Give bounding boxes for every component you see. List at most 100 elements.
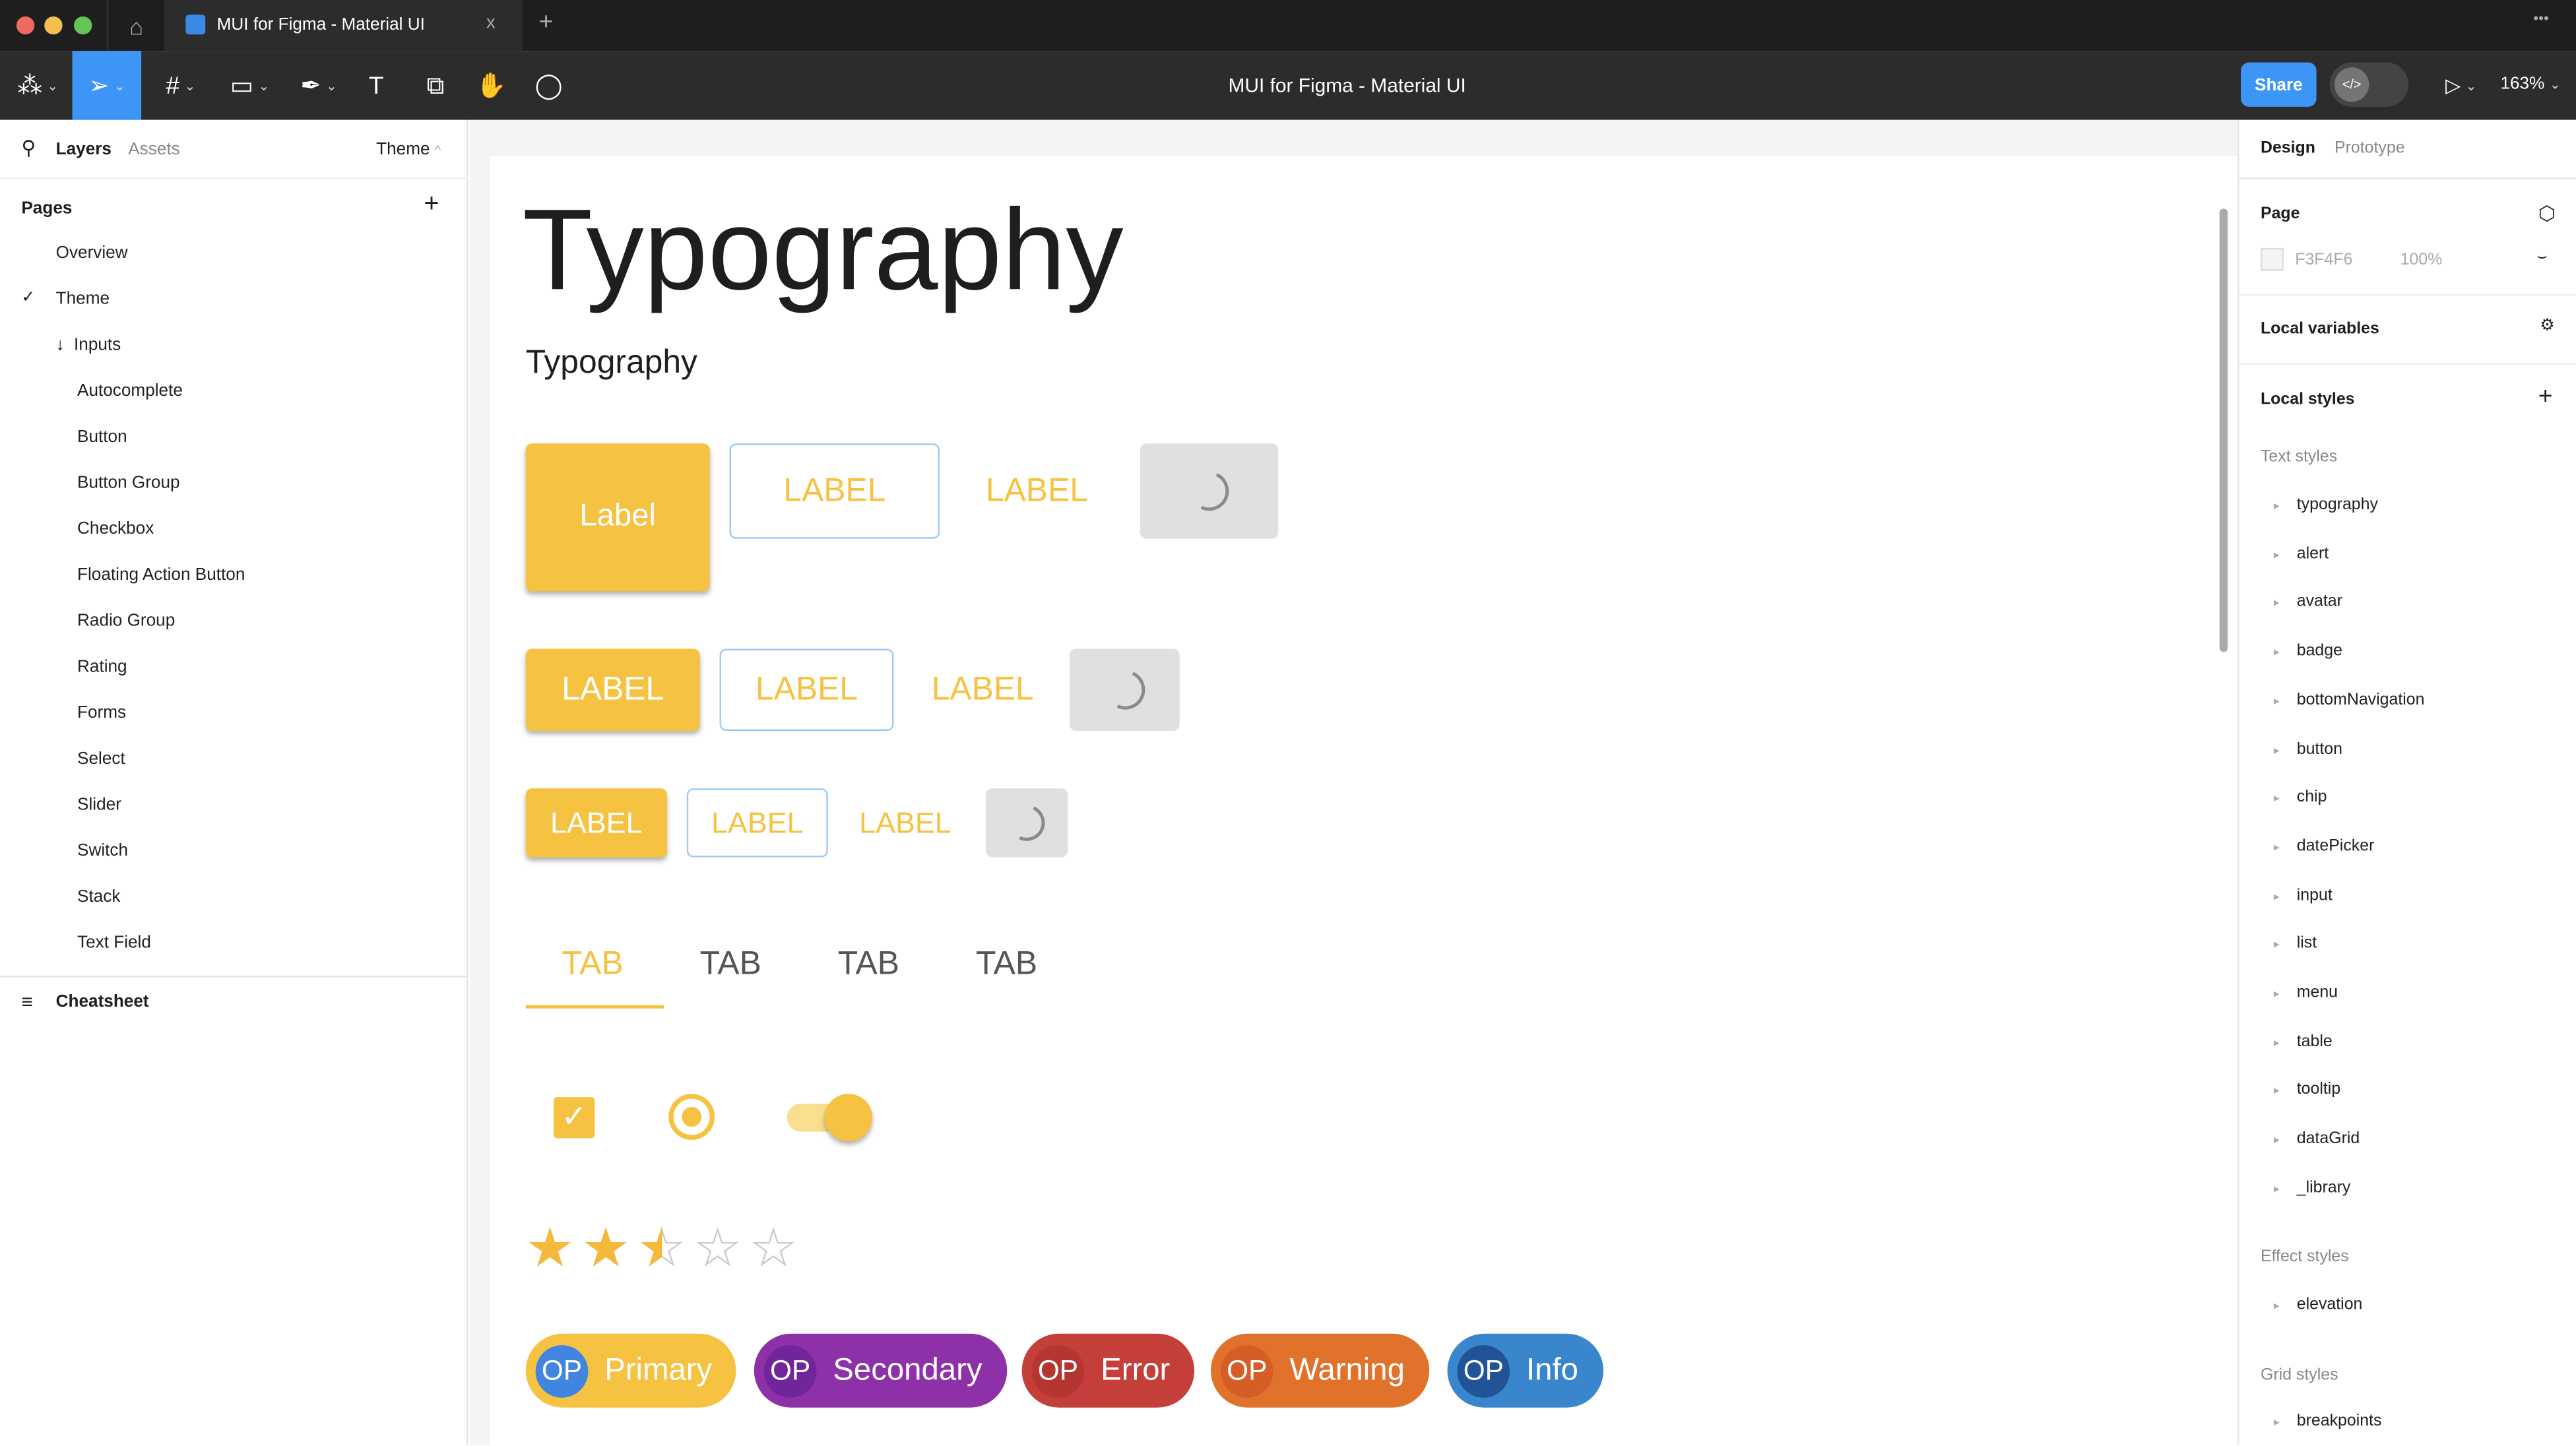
shape-tool-button[interactable]: ▭ ⌄ bbox=[220, 51, 280, 120]
button-text-small[interactable]: LABEL bbox=[859, 805, 951, 839]
text-style-item[interactable]: _library bbox=[2274, 1179, 2350, 1197]
page-item[interactable]: Button bbox=[77, 427, 127, 447]
checkbox-checked[interactable]: ✓ bbox=[554, 1097, 595, 1139]
page-item[interactable]: Floating Action Button bbox=[77, 565, 245, 585]
text-style-item[interactable]: dataGrid bbox=[2274, 1130, 2360, 1148]
resources-button[interactable]: ⧉ bbox=[417, 51, 453, 120]
text-tool-button[interactable]: T bbox=[358, 51, 395, 120]
star-empty-icon[interactable]: ☆ bbox=[693, 1216, 742, 1278]
frame-tool-button[interactable]: # ⌄ bbox=[166, 71, 196, 100]
search-icon[interactable]: ⚲ bbox=[21, 136, 36, 160]
more-icon[interactable]: ••• bbox=[2533, 9, 2549, 26]
button-contained-large[interactable]: Label bbox=[525, 443, 710, 592]
text-style-item[interactable]: button bbox=[2274, 740, 2342, 758]
styles-icon[interactable]: ⬡ bbox=[2538, 202, 2556, 226]
comment-tool-button[interactable]: ◯ bbox=[531, 51, 567, 120]
page-color-value[interactable]: F3F4F6 bbox=[2295, 251, 2353, 270]
page-color-swatch[interactable] bbox=[2260, 247, 2284, 271]
star-half-icon[interactable]: ☆★ bbox=[637, 1216, 686, 1278]
page-item[interactable]: Rating bbox=[77, 656, 127, 677]
button-contained-small[interactable]: LABEL bbox=[525, 788, 667, 858]
page-selector[interactable]: Theme ^ bbox=[376, 140, 441, 160]
chip-secondary[interactable]: OP Secondary bbox=[754, 1333, 1007, 1408]
text-style-item[interactable]: badge bbox=[2274, 643, 2342, 660]
page-item[interactable]: Select bbox=[77, 749, 125, 769]
text-style-item[interactable]: datePicker bbox=[2274, 838, 2375, 856]
text-style-item[interactable]: menu bbox=[2274, 984, 2338, 1001]
tab-3[interactable]: TAB bbox=[837, 946, 899, 982]
page-item[interactable]: Inputs bbox=[74, 334, 121, 355]
button-text-medium[interactable]: LABEL bbox=[931, 671, 1034, 707]
page-item[interactable]: Forms bbox=[77, 703, 127, 723]
button-loading-small[interactable] bbox=[985, 788, 1068, 858]
close-tab-icon[interactable]: x bbox=[486, 13, 496, 33]
tab-4[interactable]: TAB bbox=[975, 946, 1038, 982]
page-item[interactable]: Slider bbox=[77, 795, 121, 815]
move-tool-button[interactable]: ➢ ⌄ bbox=[72, 51, 142, 120]
page-item[interactable]: Stack bbox=[77, 887, 121, 907]
pen-tool-button[interactable]: ✒ ⌄ bbox=[289, 51, 348, 120]
chip-error[interactable]: OP Error bbox=[1021, 1333, 1195, 1408]
star-filled-icon[interactable]: ☆ ★ bbox=[581, 1216, 631, 1278]
tab-assets[interactable]: Assets bbox=[128, 139, 180, 160]
page-item[interactable]: Switch bbox=[77, 840, 129, 861]
layer-cheatsheet[interactable]: Cheatsheet bbox=[55, 991, 149, 1012]
effect-style-item[interactable]: elevation bbox=[2274, 1296, 2363, 1313]
close-window-button[interactable] bbox=[16, 16, 35, 35]
page-item[interactable]: Button Group bbox=[77, 473, 180, 493]
button-outlined-medium[interactable]: LABEL bbox=[719, 648, 894, 731]
grid-style-item[interactable]: breakpoints bbox=[2274, 1412, 2381, 1430]
page-item[interactable]: Autocomplete bbox=[77, 381, 183, 401]
canvas-scrollbar[interactable] bbox=[2219, 208, 2228, 652]
page-item[interactable]: Overview bbox=[55, 243, 128, 263]
add-page-icon[interactable]: + bbox=[424, 190, 439, 219]
text-style-item[interactable]: avatar bbox=[2274, 594, 2342, 612]
switch-on[interactable] bbox=[787, 1094, 873, 1142]
text-style-item[interactable]: tooltip bbox=[2274, 1081, 2340, 1099]
button-loading-large[interactable] bbox=[1140, 443, 1279, 539]
maximize-window-button[interactable] bbox=[74, 16, 92, 35]
text-style-item[interactable]: alert bbox=[2273, 545, 2329, 563]
button-text-large[interactable]: LABEL bbox=[985, 472, 1088, 509]
present-button[interactable]: ▷ ⌄ bbox=[2445, 74, 2477, 97]
tab-2[interactable]: TAB bbox=[699, 946, 761, 982]
radio-selected[interactable] bbox=[668, 1094, 715, 1140]
add-style-icon[interactable]: + bbox=[2538, 383, 2553, 411]
page-item[interactable]: Text Field bbox=[77, 933, 151, 953]
switch-thumb[interactable] bbox=[824, 1094, 873, 1142]
text-style-item[interactable]: typography bbox=[2274, 496, 2378, 514]
button-outlined-small[interactable]: LABEL bbox=[686, 788, 828, 858]
text-style-item[interactable]: table bbox=[2274, 1032, 2332, 1050]
button-outlined-large[interactable]: LABEL bbox=[729, 443, 940, 539]
page-item[interactable]: Radio Group bbox=[77, 611, 176, 631]
main-menu-button[interactable]: ⁂ ⌄ bbox=[10, 51, 66, 120]
minimize-window-button[interactable] bbox=[44, 16, 63, 35]
eye-closed-icon[interactable]: ⌣ bbox=[2536, 247, 2548, 267]
file-tab[interactable]: MUI for Figma - Material UI x bbox=[164, 0, 523, 51]
tab-design[interactable]: Design bbox=[2260, 139, 2315, 158]
button-contained-medium[interactable]: LABEL bbox=[525, 648, 700, 731]
page-item[interactable]: Checkbox bbox=[77, 519, 154, 539]
page-opacity-value[interactable]: 100% bbox=[2400, 251, 2443, 270]
share-button[interactable]: Share bbox=[2241, 62, 2317, 107]
variables-icon[interactable]: ⚙ bbox=[2540, 317, 2555, 335]
local-variables-heading[interactable]: Local variables bbox=[2260, 320, 2379, 338]
text-style-item[interactable]: list bbox=[2273, 935, 2317, 953]
hand-tool-button[interactable]: ✋ bbox=[473, 51, 509, 120]
page-item[interactable]: Theme bbox=[55, 289, 110, 309]
chip-primary[interactable]: OP Primary bbox=[525, 1333, 737, 1408]
button-loading-medium[interactable] bbox=[1069, 648, 1180, 731]
home-icon[interactable]: ⌂ bbox=[106, 0, 164, 51]
dev-mode-toggle[interactable]: </> bbox=[2329, 62, 2409, 107]
text-style-item[interactable]: chip bbox=[2273, 789, 2327, 807]
star-filled-icon[interactable]: ☆ ★ bbox=[525, 1216, 575, 1278]
tab-1[interactable]: TAB bbox=[562, 946, 624, 982]
new-tab-button[interactable]: + bbox=[538, 8, 554, 36]
rating[interactable]: ☆★☆★☆★☆☆ bbox=[525, 1216, 798, 1278]
star-empty-icon[interactable]: ☆ bbox=[749, 1216, 798, 1278]
tab-prototype[interactable]: Prototype bbox=[2334, 139, 2405, 158]
chip-warning[interactable]: OP Warning bbox=[1210, 1333, 1430, 1408]
zoom-dropdown[interactable]: 163% ⌄ bbox=[2500, 74, 2561, 94]
text-style-item[interactable]: bottomNavigation bbox=[2274, 691, 2425, 709]
typography-frame[interactable] bbox=[489, 156, 2238, 1446]
